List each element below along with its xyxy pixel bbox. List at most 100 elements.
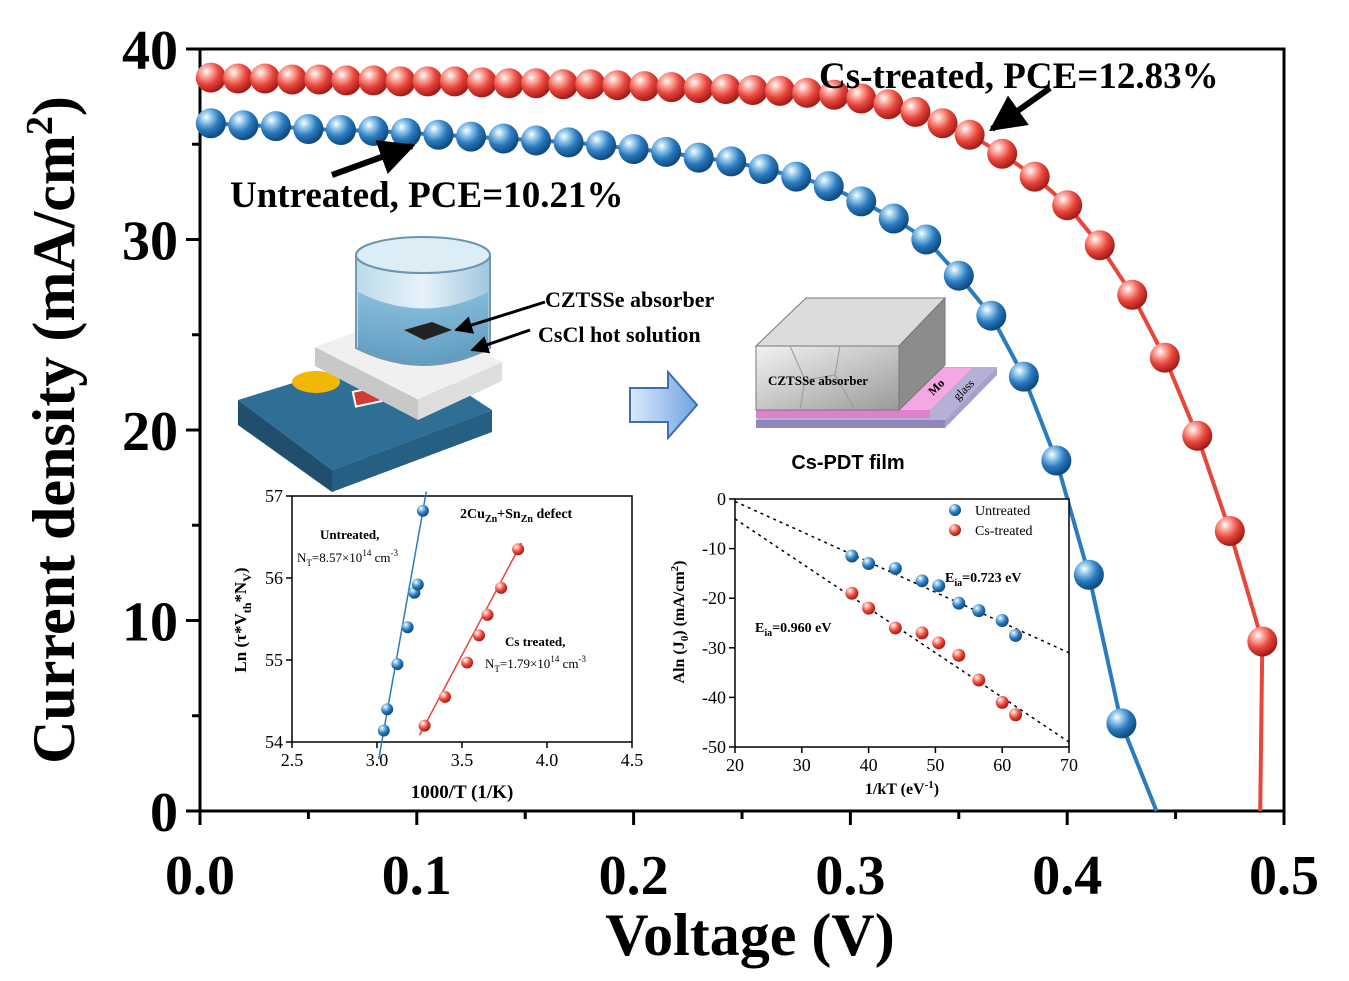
main-data-point <box>488 123 519 154</box>
main-data-point <box>927 108 958 139</box>
inset-data-point <box>845 549 859 563</box>
main-y-axis-label: Current density (mA/cm2) <box>19 96 87 764</box>
main-data-point <box>846 186 877 217</box>
main-data-point <box>819 79 850 110</box>
inset-data-point <box>481 608 494 621</box>
main-data-point <box>521 68 552 99</box>
main-data-point <box>575 69 606 100</box>
main-y-tick-label: 10 <box>122 592 178 654</box>
right-inset-x-label: 1/kT (eV-1) <box>865 779 939 798</box>
main-data-point <box>1149 342 1180 373</box>
inset-x-tick-label: 50 <box>926 755 944 775</box>
legend-cs-marker <box>949 524 961 536</box>
inset-y-tick-label: 0 <box>717 489 726 509</box>
legend-untreated-marker <box>949 504 961 516</box>
main-data-point <box>304 64 335 95</box>
main-data-point <box>1214 515 1245 546</box>
main-data-point <box>521 125 552 156</box>
main-data-point <box>1041 445 1072 476</box>
inset-data-point <box>932 636 946 650</box>
main-data-point <box>748 154 779 185</box>
main-data-point <box>385 66 416 97</box>
inset-data-point <box>512 543 525 556</box>
main-data-point <box>846 83 877 114</box>
main-data-point <box>878 203 909 234</box>
main-data-point <box>250 63 281 94</box>
main-data-point <box>456 121 486 152</box>
main-data-point <box>683 142 714 173</box>
right-inset-frame <box>734 498 1070 748</box>
main-data-point <box>466 67 497 98</box>
main-data-point <box>954 119 985 150</box>
main-data-point <box>277 64 308 95</box>
main-data-point <box>412 66 443 97</box>
inset-data-point <box>416 504 429 517</box>
main-data-point <box>195 108 226 139</box>
inset-x-tick-label: 60 <box>993 755 1011 775</box>
inset-x-tick-label: 70 <box>1060 755 1078 775</box>
main-data-point <box>943 260 974 291</box>
defect-label: 2CuZn+SnZn defect <box>460 507 573 525</box>
inset-data-point <box>1009 708 1023 722</box>
inset-data-point <box>972 673 986 687</box>
main-data-point <box>222 63 253 94</box>
inset-y-tick-label: 55 <box>265 650 283 670</box>
main-data-point <box>629 71 660 102</box>
main-data-point <box>683 73 714 104</box>
inset-y-tick-label: 57 <box>265 486 283 506</box>
main-data-point <box>325 114 356 145</box>
main-data-point <box>423 119 454 150</box>
inset-x-tick-label: 4.5 <box>621 750 644 770</box>
inset-data-point <box>862 556 876 570</box>
untreated-pce-label: Untreated, PCE=10.21% <box>230 175 623 216</box>
inset-data-point <box>888 561 902 575</box>
legend-untreated-label: Untreated <box>975 504 1030 519</box>
right-inset-legend: Untreated Cs-treated <box>949 504 1033 539</box>
main-data-point <box>390 117 421 148</box>
cs-treated-pce-label: Cs-treated, PCE=12.83% <box>819 56 1219 97</box>
film-stack-schematic: CZTSSe absorber Mo glass <box>754 296 997 428</box>
inset-data-point <box>418 719 431 732</box>
inset-data-point <box>461 656 474 669</box>
main-data-point <box>900 96 931 127</box>
inset-x-tick-label: 3.5 <box>451 750 474 770</box>
left-inset: 2.5 3.0 3.5 4.0 4.5 54 55 56 57 <box>265 486 643 770</box>
inset-data-point <box>377 724 390 737</box>
inset-data-point <box>401 621 414 634</box>
main-data-point <box>493 68 524 99</box>
inset-data-point <box>411 578 424 591</box>
inset-x-tick-label: 30 <box>793 755 811 775</box>
right-inset-cs-ea: Eia=0.960 eV <box>755 621 831 639</box>
process-arrow-icon <box>629 369 699 441</box>
main-data-point <box>1073 559 1104 590</box>
inset-data-point <box>495 581 508 594</box>
left-inset-cs-label: Cs treated, <box>505 634 565 649</box>
main-data-point <box>586 130 617 161</box>
inset-data-point <box>391 658 404 671</box>
inset-fit-line <box>734 500 1070 654</box>
inset-y-tick-label: 56 <box>265 568 283 588</box>
main-y-tick-label: 40 <box>122 20 178 82</box>
inset-x-tick-label: 4.0 <box>536 750 559 770</box>
main-data-point <box>813 171 844 202</box>
left-inset-untreated-label: Untreated, <box>320 527 379 542</box>
left-inset-x-label: 1000/T (1/K) <box>411 782 514 803</box>
left-inset-y-label: Ln (τ*Vth*NV) <box>231 567 254 672</box>
main-x-axis-label: Voltage (V) <box>605 902 894 968</box>
main-data-point <box>737 74 768 105</box>
inset-y-tick-label: 54 <box>265 732 283 752</box>
main-data-point <box>195 62 226 93</box>
main-data-point <box>976 300 1007 331</box>
inset-data-point <box>845 586 859 600</box>
main-data-point <box>293 114 324 145</box>
main-data-point <box>331 65 362 96</box>
main-data-point <box>716 146 747 177</box>
main-x-tick-label: 0.3 <box>815 845 885 907</box>
inset-data-point <box>915 574 929 588</box>
inset-y-tick-label: -40 <box>702 687 726 707</box>
cs-treated-arrow <box>989 85 1052 132</box>
schematic-absorber-label: CZTSSe absorber <box>545 287 715 312</box>
main-data-point <box>1008 361 1039 392</box>
main-data-point <box>1019 161 1050 192</box>
main-x-tick-label: 0.2 <box>599 845 669 907</box>
